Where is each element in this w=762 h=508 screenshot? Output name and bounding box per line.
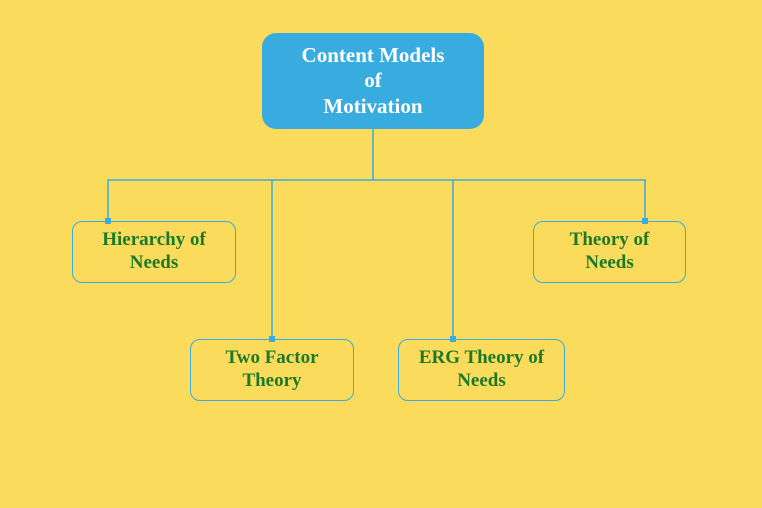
- child-node-hierarchy-of-needs: Hierarchy of Needs: [72, 221, 236, 283]
- diagram-canvas: Content Models of Motivation Hierarchy o…: [0, 0, 762, 508]
- root-node: Content Models of Motivation: [262, 33, 484, 129]
- child-node-two-factor-theory: Two Factor Theory: [190, 339, 354, 401]
- child-node-theory-of-needs: Theory of Needs: [533, 221, 686, 283]
- child-node-erg-theory-of-needs: ERG Theory of Needs: [398, 339, 565, 401]
